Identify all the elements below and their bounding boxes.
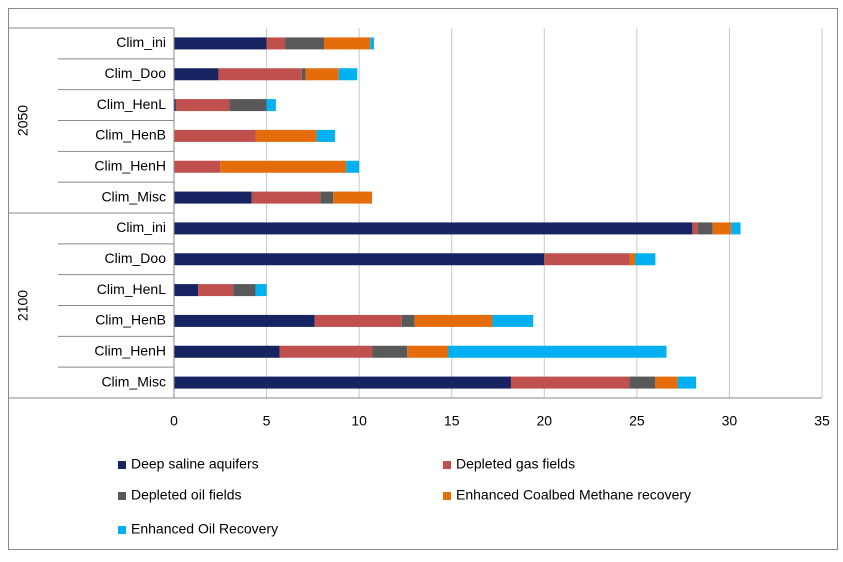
bar-segment — [174, 99, 176, 112]
legend-label: Depleted oil fields — [131, 487, 242, 503]
bar-segment — [370, 37, 374, 50]
legend-label: Deep saline aquifers — [131, 456, 259, 472]
bar-segment — [174, 129, 256, 142]
bar-segment — [629, 376, 656, 389]
bar-segment — [285, 37, 324, 50]
bar-segment — [305, 68, 339, 81]
bar-segment — [492, 314, 534, 327]
y-tick-label: Clim_ini — [116, 34, 166, 50]
bar-segment — [320, 191, 334, 204]
bar-segment — [697, 222, 713, 235]
legend-label: Enhanced Oil Recovery — [131, 521, 278, 537]
bar-segment — [323, 37, 371, 50]
y-tick-label: Clim_HenB — [95, 127, 166, 143]
y-tick-label: Clim_HenL — [97, 96, 166, 112]
bar-segment — [266, 99, 276, 112]
bar-segment — [655, 376, 678, 389]
y-tick-label: Clim_HenB — [95, 312, 166, 328]
bar-segment — [712, 222, 732, 235]
bar-segment — [629, 253, 636, 266]
legend-label: Enhanced Coalbed Methane recovery — [456, 487, 691, 503]
bar-segment — [174, 160, 221, 173]
bar-segment — [229, 99, 267, 112]
y-tick-label: Clim_ini — [116, 219, 166, 235]
bar-segment — [301, 68, 306, 81]
bar-segment — [251, 191, 321, 204]
bar-segment — [338, 68, 358, 81]
bar-segment — [198, 284, 234, 297]
bar-segment — [407, 345, 449, 358]
bar-segment — [174, 376, 511, 389]
legend-swatch — [118, 461, 126, 469]
bar-segment — [677, 376, 697, 389]
chart-border — [8, 8, 838, 550]
bar-segment — [401, 314, 415, 327]
legend-label: Depleted gas fields — [456, 456, 575, 472]
bar-segment — [266, 37, 286, 50]
legend-swatch — [443, 461, 451, 469]
bar-segment — [316, 129, 336, 142]
bar-segment — [255, 129, 317, 142]
x-tick-label: 35 — [814, 413, 830, 429]
bar-segment — [692, 222, 698, 235]
group-label: 2050 — [15, 105, 31, 136]
bar-segment — [448, 345, 667, 358]
group-label: 2100 — [15, 290, 31, 321]
x-tick-label: 25 — [629, 413, 645, 429]
y-tick-label: Clim_Doo — [105, 250, 167, 266]
bar-segment — [174, 253, 545, 266]
bar-segment — [174, 284, 199, 297]
x-tick-label: 20 — [536, 413, 552, 429]
bar-segment — [174, 222, 693, 235]
legend-swatch — [118, 492, 126, 500]
bar-segment — [174, 68, 219, 81]
bar-segment — [346, 160, 360, 173]
y-tick-label: Clim_Misc — [101, 188, 166, 204]
bar-segment — [279, 345, 373, 358]
legend-swatch — [118, 526, 126, 534]
bar-segment — [174, 314, 315, 327]
bar-segment — [635, 253, 656, 266]
y-tick-label: Clim_Misc — [101, 373, 166, 389]
bar-segment — [414, 314, 493, 327]
y-tick-label: Clim_HenL — [97, 281, 166, 297]
legend-swatch — [443, 492, 451, 500]
bar-segment — [314, 314, 402, 327]
bar-segment — [174, 37, 267, 50]
x-tick-label: 10 — [351, 413, 367, 429]
y-tick-label: Clim_Doo — [105, 65, 167, 81]
bar-segment — [544, 253, 630, 266]
bar-segment — [174, 191, 252, 204]
bar-segment — [175, 99, 230, 112]
y-tick-label: Clim_HenH — [94, 157, 166, 173]
bar-segment — [372, 345, 408, 358]
bar-segment — [174, 345, 280, 358]
bar-segment — [255, 284, 267, 297]
bar-segment — [218, 68, 302, 81]
bar-segment — [220, 160, 347, 173]
x-tick-label: 30 — [722, 413, 738, 429]
x-tick-label: 15 — [444, 413, 460, 429]
bar-segment — [233, 284, 256, 297]
bar-segment — [731, 222, 741, 235]
bar-segment — [510, 376, 630, 389]
x-tick-label: 0 — [170, 413, 178, 429]
bar-segment — [333, 191, 373, 204]
y-tick-label: Clim_HenH — [94, 342, 166, 358]
x-tick-label: 5 — [263, 413, 271, 429]
